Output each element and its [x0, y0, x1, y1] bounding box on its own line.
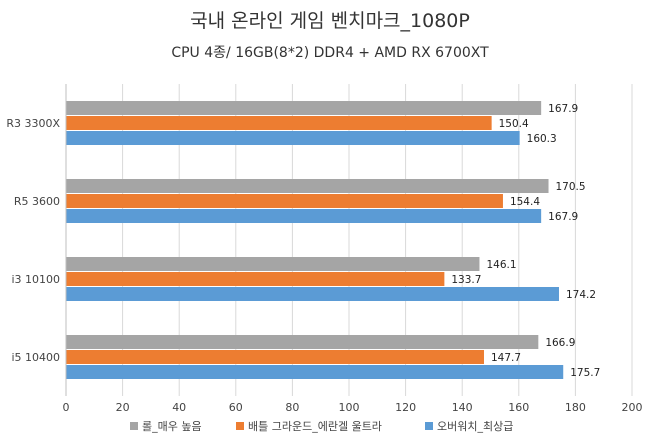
legend-swatch: [425, 422, 433, 430]
data-label: 147.7: [491, 352, 521, 364]
bar: [66, 335, 539, 349]
x-tick-label: 120: [395, 401, 416, 414]
bar: [66, 194, 503, 208]
chart-subtitle: CPU 4종/ 16GB(8*2) DDR4 + AMD RX 6700XT: [171, 45, 489, 61]
bar: [66, 365, 564, 379]
bar: [66, 131, 520, 145]
data-label: 175.7: [570, 367, 600, 379]
x-tick-label: 60: [229, 401, 243, 414]
x-tick-label: 140: [452, 401, 473, 414]
x-tick-label: 160: [508, 401, 529, 414]
x-tick-label: 0: [63, 401, 70, 414]
x-tick-label: 180: [565, 401, 586, 414]
legend-label: 배틀 그라운드_에란겔 울트라: [248, 420, 382, 433]
data-label: 166.9: [545, 337, 575, 349]
bar: [66, 257, 480, 271]
data-label: 133.7: [451, 274, 481, 286]
bar: [66, 101, 542, 115]
legend-label: 오버워치_최상급: [437, 420, 513, 433]
data-label: 146.1: [486, 259, 516, 271]
bar: [66, 209, 542, 223]
data-label: 150.4: [499, 118, 529, 130]
x-tick-label: 100: [339, 401, 360, 414]
data-label: 167.9: [548, 211, 578, 223]
chart-title: 국내 온라인 게임 벤치마크_1080P: [190, 10, 470, 32]
legend-label: 롤_매우 높음: [142, 420, 202, 433]
x-tick-label: 40: [172, 401, 186, 414]
category-label: i5 10400: [11, 351, 60, 364]
data-label: 160.3: [527, 133, 557, 145]
data-label: 174.2: [566, 289, 596, 301]
data-label: 170.5: [556, 181, 586, 193]
x-tick-label: 200: [622, 401, 643, 414]
x-tick-label: 20: [116, 401, 130, 414]
bar: [66, 350, 484, 364]
category-label: R5 3600: [14, 195, 60, 208]
x-tick-label: 80: [285, 401, 299, 414]
category-label: R3 3300X: [6, 117, 60, 130]
bar: [66, 179, 549, 193]
data-label: 167.9: [548, 103, 578, 115]
category-label: i3 10100: [11, 273, 60, 286]
legend-swatch: [236, 422, 244, 430]
bar: [66, 287, 559, 301]
bar: [66, 272, 445, 286]
data-label: 154.4: [510, 196, 540, 208]
bar: [66, 116, 492, 130]
legend-swatch: [130, 422, 138, 430]
